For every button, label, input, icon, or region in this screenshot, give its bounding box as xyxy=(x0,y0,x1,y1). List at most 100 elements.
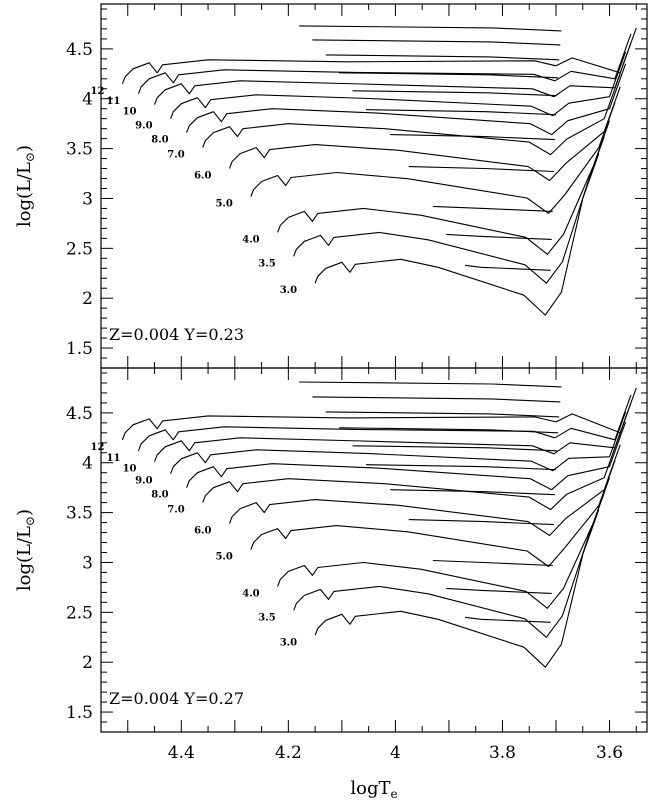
y-axis-label-suffix: ) xyxy=(14,145,35,152)
track-12-msun xyxy=(121,27,637,84)
mass-label: 5.0 xyxy=(215,198,232,209)
track-loop-11 xyxy=(312,396,561,403)
track-loop-10 xyxy=(325,411,560,418)
track-loop-9-0 xyxy=(339,427,559,434)
mass-label: 12 xyxy=(90,86,104,97)
panel-frame xyxy=(100,3,648,369)
y-axis-label: log(L/L⊙) xyxy=(14,509,37,591)
y-axis-label: log(L/L⊙) xyxy=(14,145,37,227)
mass-label: 4.0 xyxy=(242,234,259,245)
track-9-0-msun xyxy=(170,51,627,119)
panel-2: 1.5 2 2.5 3 3.5 4 4.5 log(L/L⊙) Z=0.004 Y=0.27 12… xyxy=(14,367,648,733)
x-tick-label: 3.6 xyxy=(596,743,623,763)
sun-symbol-icon: ⊙ xyxy=(23,152,37,162)
panel-label: Z=0.004 Y=0.23 xyxy=(109,325,244,344)
y-axis-label-text: log(L/L xyxy=(14,162,35,227)
x-tick-label: 4.4 xyxy=(168,743,195,763)
track-10-msun xyxy=(153,402,632,462)
mass-label: 10 xyxy=(123,464,137,475)
x-tick-label: 3.8 xyxy=(489,743,516,763)
y-tick-label: 3 xyxy=(82,189,93,209)
track-loop-6-0 xyxy=(390,134,555,141)
track-loop-8-0 xyxy=(352,445,558,452)
track-6-0-msun xyxy=(228,86,621,182)
mass-label: 3.0 xyxy=(280,285,297,296)
y-tick-label: 2 xyxy=(82,289,93,309)
y-tick-label: 2 xyxy=(82,653,93,673)
mass-label: 11 xyxy=(107,96,121,107)
track-6-0-msun xyxy=(228,444,621,537)
mass-label: 4.0 xyxy=(242,588,259,599)
track-11-msun xyxy=(137,33,632,94)
panel-label: Z=0.004 Y=0.27 xyxy=(109,689,244,708)
track-9-0-msun xyxy=(170,411,627,474)
y-tick-label: 3.5 xyxy=(66,140,93,160)
track-loop-3-0 xyxy=(464,616,551,623)
track-loop-9-0 xyxy=(339,72,559,79)
track-7-0-msun xyxy=(202,432,621,511)
track-4-0-msun xyxy=(277,120,611,255)
track-loop-4-0 xyxy=(432,205,553,212)
svg-text:log(L/L⊙): log(L/L⊙) xyxy=(14,145,37,227)
panel-1: 1.5 2 2.5 3 3.5 4 4.5 log(L/L⊙) Z=0.004 Y=0.23 12… xyxy=(14,3,648,369)
mass-label: 7.0 xyxy=(167,505,184,516)
track-11-msun xyxy=(137,394,632,451)
track-loop-10 xyxy=(325,54,560,61)
track-loop-5-0 xyxy=(408,519,554,526)
x-axis-label: logTe xyxy=(350,778,397,801)
mass-label: 5.0 xyxy=(215,552,232,563)
mass-label: 8.0 xyxy=(151,490,168,501)
track-5-0-msun xyxy=(250,102,616,214)
track-loop-3-0 xyxy=(464,264,551,271)
mass-label: 12 xyxy=(90,442,104,453)
track-8-0-msun xyxy=(186,63,627,136)
track-7-0-msun xyxy=(202,73,621,156)
track-loop-7-0 xyxy=(365,464,557,471)
track-3-5-msun xyxy=(293,136,605,284)
track-10-msun xyxy=(153,42,632,105)
track-3-0-msun xyxy=(314,509,600,668)
track-3-0-msun xyxy=(314,153,600,316)
y-tick-label: 4.5 xyxy=(66,40,93,60)
track-loop-3-5 xyxy=(446,587,552,594)
mass-label: 9.0 xyxy=(135,476,152,487)
mass-label: 7.0 xyxy=(167,150,184,161)
panel-frame xyxy=(100,367,648,733)
track-3-5-msun xyxy=(293,492,605,638)
mass-label: 3.5 xyxy=(258,258,275,269)
x-axis-label-subscript: e xyxy=(391,787,398,801)
svg-text:log(L/L⊙): log(L/L⊙) xyxy=(14,509,37,591)
mass-label: 9.0 xyxy=(135,121,152,132)
y-tick-label: 4 xyxy=(82,454,93,474)
x-axis-label-text: logT xyxy=(350,778,390,799)
y-tick-label: 1.5 xyxy=(66,339,93,359)
y-tick-label: 1.5 xyxy=(66,703,93,723)
track-loop-7-0 xyxy=(365,109,557,116)
y-tick-label: 2.5 xyxy=(66,603,93,623)
y-tick-label: 3 xyxy=(82,553,93,573)
track-loop-4-0 xyxy=(432,559,553,567)
mass-label: 6.0 xyxy=(194,526,211,537)
track-loop-11 xyxy=(312,39,561,46)
y-tick-label: 2.5 xyxy=(66,239,93,259)
track-4-0-msun xyxy=(277,477,611,609)
y-tick-label: 3.5 xyxy=(66,504,93,524)
x-tick-label: 4.2 xyxy=(275,743,302,763)
y-axis-label-suffix: ) xyxy=(14,509,35,516)
mass-label: 3.5 xyxy=(258,612,275,623)
sun-symbol-icon: ⊙ xyxy=(23,516,37,526)
track-loop-12 xyxy=(299,25,562,32)
track-5-0-msun xyxy=(250,460,616,568)
track-12-msun xyxy=(121,387,637,440)
mass-label: 3.0 xyxy=(280,637,297,648)
track-loop-3-5 xyxy=(446,233,552,240)
track-loop-12 xyxy=(299,381,562,388)
track-8-0-msun xyxy=(186,421,627,491)
track-loop-6-0 xyxy=(390,489,555,496)
mass-label: 10 xyxy=(123,107,137,118)
mass-label: 8.0 xyxy=(151,135,168,146)
y-tick-label: 4 xyxy=(82,90,93,110)
track-loop-5-0 xyxy=(408,166,554,173)
track-loop-8-0 xyxy=(352,90,558,97)
